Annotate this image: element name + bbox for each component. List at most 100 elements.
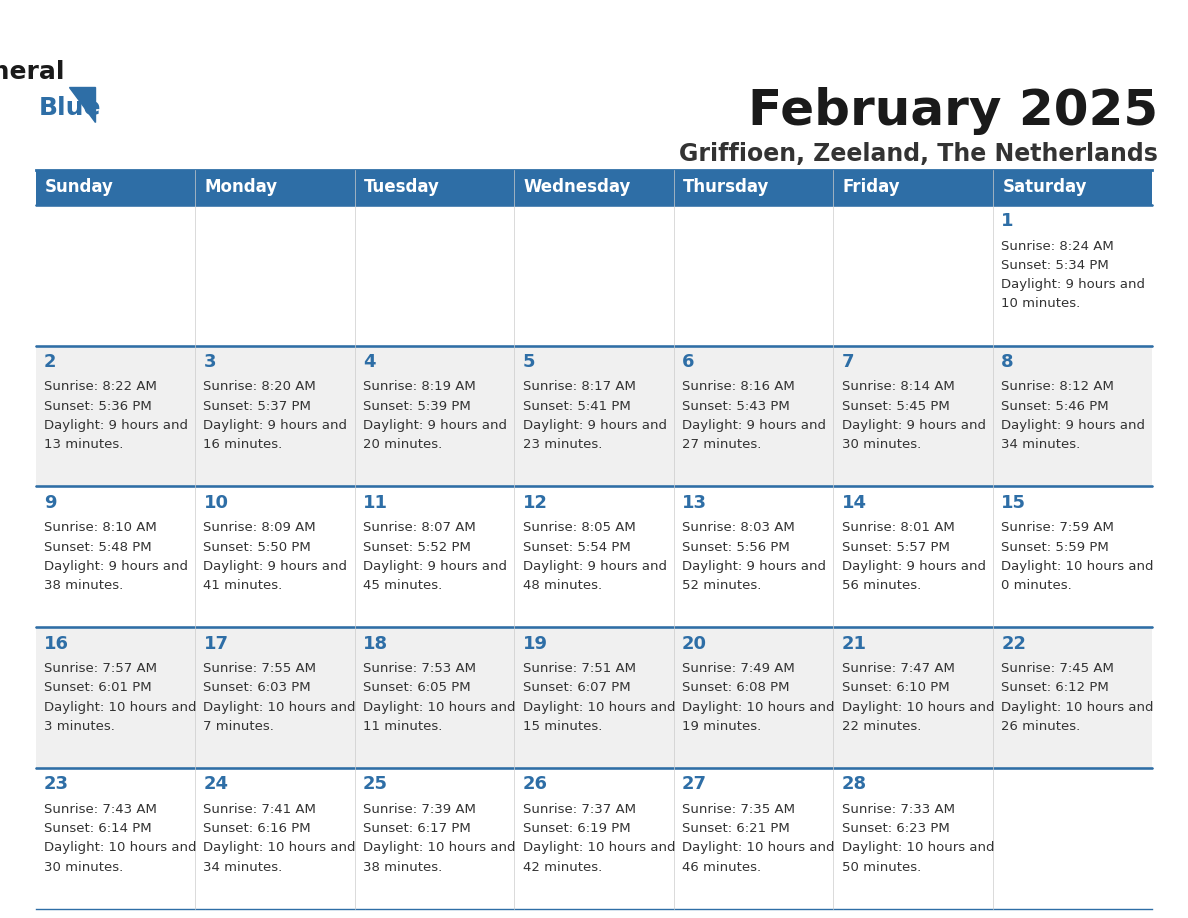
Text: February 2025: February 2025 xyxy=(748,87,1158,135)
Text: Daylight: 10 hours and: Daylight: 10 hours and xyxy=(682,842,835,855)
Text: Sunset: 5:57 PM: Sunset: 5:57 PM xyxy=(841,541,949,554)
Text: 30 minutes.: 30 minutes. xyxy=(44,861,124,874)
Text: Sunset: 6:23 PM: Sunset: 6:23 PM xyxy=(841,823,949,835)
Text: 30 minutes.: 30 minutes. xyxy=(841,438,921,452)
Text: Sunrise: 7:53 AM: Sunrise: 7:53 AM xyxy=(364,662,476,675)
Text: 20 minutes.: 20 minutes. xyxy=(364,438,442,452)
Bar xyxy=(36,345,195,487)
Text: 34 minutes.: 34 minutes. xyxy=(203,861,283,874)
Bar xyxy=(195,487,355,627)
Bar xyxy=(36,170,195,205)
Text: 7: 7 xyxy=(841,353,854,371)
Text: 26 minutes.: 26 minutes. xyxy=(1001,720,1080,733)
Text: 42 minutes.: 42 minutes. xyxy=(523,861,602,874)
Text: Sunrise: 8:10 AM: Sunrise: 8:10 AM xyxy=(44,521,157,534)
Bar xyxy=(674,487,833,627)
Text: Daylight: 10 hours and: Daylight: 10 hours and xyxy=(841,842,994,855)
Text: 48 minutes.: 48 minutes. xyxy=(523,579,601,592)
Text: 3 minutes.: 3 minutes. xyxy=(44,720,115,733)
Text: 8: 8 xyxy=(1001,353,1013,371)
Bar xyxy=(355,768,514,909)
Text: Sunset: 6:07 PM: Sunset: 6:07 PM xyxy=(523,681,630,694)
Text: Tuesday: Tuesday xyxy=(365,178,440,196)
Text: Daylight: 10 hours and: Daylight: 10 hours and xyxy=(682,700,835,713)
Text: Sunset: 6:10 PM: Sunset: 6:10 PM xyxy=(841,681,949,694)
Text: 22 minutes.: 22 minutes. xyxy=(841,720,921,733)
Text: 27 minutes.: 27 minutes. xyxy=(682,438,762,452)
Bar xyxy=(355,627,514,768)
Text: Daylight: 9 hours and: Daylight: 9 hours and xyxy=(203,560,347,573)
Text: Sunday: Sunday xyxy=(45,178,114,196)
Text: Daylight: 9 hours and: Daylight: 9 hours and xyxy=(44,419,188,432)
Text: Sunset: 6:19 PM: Sunset: 6:19 PM xyxy=(523,823,630,835)
Text: Sunset: 5:46 PM: Sunset: 5:46 PM xyxy=(1001,399,1108,413)
Text: 52 minutes.: 52 minutes. xyxy=(682,579,762,592)
Text: Thursday: Thursday xyxy=(683,178,770,196)
Text: 11: 11 xyxy=(364,494,388,511)
Bar xyxy=(195,205,355,345)
Text: 41 minutes.: 41 minutes. xyxy=(203,579,283,592)
Text: 20: 20 xyxy=(682,634,707,653)
Text: 4: 4 xyxy=(364,353,375,371)
Text: Sunrise: 8:22 AM: Sunrise: 8:22 AM xyxy=(44,380,157,394)
Text: 16 minutes.: 16 minutes. xyxy=(203,438,283,452)
Text: Sunrise: 8:07 AM: Sunrise: 8:07 AM xyxy=(364,521,475,534)
Text: Monday: Monday xyxy=(204,178,278,196)
Bar xyxy=(195,768,355,909)
Text: Daylight: 10 hours and: Daylight: 10 hours and xyxy=(523,842,675,855)
Text: Sunset: 5:52 PM: Sunset: 5:52 PM xyxy=(364,541,470,554)
Text: Sunrise: 7:47 AM: Sunrise: 7:47 AM xyxy=(841,662,954,675)
Bar xyxy=(833,768,993,909)
Text: 45 minutes.: 45 minutes. xyxy=(364,579,442,592)
Text: 3: 3 xyxy=(203,353,216,371)
Text: 28: 28 xyxy=(841,776,867,793)
Text: Sunrise: 7:45 AM: Sunrise: 7:45 AM xyxy=(1001,662,1114,675)
Text: 46 minutes.: 46 minutes. xyxy=(682,861,762,874)
Text: Daylight: 9 hours and: Daylight: 9 hours and xyxy=(523,419,666,432)
Bar xyxy=(195,345,355,487)
Text: Sunset: 5:48 PM: Sunset: 5:48 PM xyxy=(44,541,152,554)
Text: 38 minutes.: 38 minutes. xyxy=(364,861,442,874)
Text: 11 minutes.: 11 minutes. xyxy=(364,720,442,733)
Text: Daylight: 9 hours and: Daylight: 9 hours and xyxy=(203,419,347,432)
Bar xyxy=(36,627,195,768)
Text: Sunrise: 8:24 AM: Sunrise: 8:24 AM xyxy=(1001,240,1114,252)
Text: Blue: Blue xyxy=(38,96,101,120)
Text: 19 minutes.: 19 minutes. xyxy=(682,720,762,733)
Text: Sunrise: 8:01 AM: Sunrise: 8:01 AM xyxy=(841,521,954,534)
Text: Sunset: 5:41 PM: Sunset: 5:41 PM xyxy=(523,399,631,413)
Text: Friday: Friday xyxy=(842,178,901,196)
Text: Sunset: 6:12 PM: Sunset: 6:12 PM xyxy=(1001,681,1108,694)
Text: Sunset: 5:36 PM: Sunset: 5:36 PM xyxy=(44,399,152,413)
Text: 26: 26 xyxy=(523,776,548,793)
Text: Griffioen, Zeeland, The Netherlands: Griffioen, Zeeland, The Netherlands xyxy=(680,142,1158,166)
Bar xyxy=(36,768,195,909)
Text: Sunrise: 8:20 AM: Sunrise: 8:20 AM xyxy=(203,380,316,394)
Text: 13 minutes.: 13 minutes. xyxy=(44,438,124,452)
Text: Daylight: 10 hours and: Daylight: 10 hours and xyxy=(364,700,516,713)
Text: 38 minutes.: 38 minutes. xyxy=(44,579,124,592)
Bar xyxy=(514,205,674,345)
Text: Sunrise: 7:35 AM: Sunrise: 7:35 AM xyxy=(682,803,795,816)
Text: 10 minutes.: 10 minutes. xyxy=(1001,297,1080,310)
Text: Sunset: 5:56 PM: Sunset: 5:56 PM xyxy=(682,541,790,554)
Bar xyxy=(674,768,833,909)
Text: 5: 5 xyxy=(523,353,535,371)
Text: Daylight: 9 hours and: Daylight: 9 hours and xyxy=(364,560,507,573)
Text: 50 minutes.: 50 minutes. xyxy=(841,861,921,874)
Text: Sunrise: 7:37 AM: Sunrise: 7:37 AM xyxy=(523,803,636,816)
Text: Sunset: 6:17 PM: Sunset: 6:17 PM xyxy=(364,823,470,835)
Text: Sunset: 6:08 PM: Sunset: 6:08 PM xyxy=(682,681,790,694)
Bar xyxy=(833,345,993,487)
Text: Daylight: 9 hours and: Daylight: 9 hours and xyxy=(1001,278,1145,291)
Bar xyxy=(355,487,514,627)
Text: Daylight: 9 hours and: Daylight: 9 hours and xyxy=(841,419,986,432)
Text: 13: 13 xyxy=(682,494,707,511)
Bar xyxy=(993,487,1152,627)
Text: 16: 16 xyxy=(44,634,69,653)
Text: 22: 22 xyxy=(1001,634,1026,653)
Bar xyxy=(355,205,514,345)
Text: Sunrise: 8:09 AM: Sunrise: 8:09 AM xyxy=(203,521,316,534)
Text: Sunset: 6:01 PM: Sunset: 6:01 PM xyxy=(44,681,152,694)
Text: 23 minutes.: 23 minutes. xyxy=(523,438,602,452)
